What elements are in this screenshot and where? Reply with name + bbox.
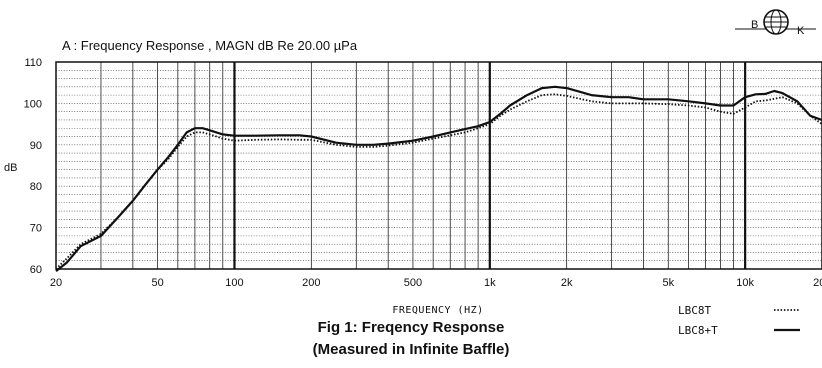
y-tick-label: 90 — [30, 140, 42, 152]
legend-label-lbc8plust: LBC8+T — [678, 324, 718, 337]
x-tick-label: 20k — [813, 277, 822, 289]
y-axis-label: dB — [4, 162, 17, 174]
x-tick-label: 1k — [484, 277, 496, 289]
y-tick-label: 110 — [24, 57, 42, 69]
y-tick-label: 60 — [30, 264, 42, 276]
x-tick-label: 10k — [736, 277, 754, 289]
x-tick-label: 50 — [151, 277, 163, 289]
y-tick-label: 100 — [24, 98, 42, 110]
x-tick-label: 20 — [50, 277, 62, 289]
logo-letter-k: K — [797, 25, 805, 37]
series-layer — [55, 85, 822, 272]
series-line-lbc8t — [55, 93, 822, 270]
grid — [56, 62, 822, 269]
tick-labels: 20 50 100 200 500 1k 2k 5k 10k 20k 60 70 80 90 100 110 — [24, 57, 822, 289]
plot-frame — [55, 61, 822, 270]
x-tick-label: 2k — [561, 277, 573, 289]
y-tick-label: 80 — [30, 181, 42, 193]
figure-caption-line2: (Measured in Infinite Baffle) — [312, 341, 510, 358]
series-line-lbc8plust — [55, 85, 822, 272]
figure-caption-line1: Fig 1: Freqency Response — [317, 319, 505, 336]
legend-label-lbc8t: LBC8T — [678, 304, 711, 317]
x-tick-label: 5k — [662, 277, 674, 289]
bk-logo: B K — [735, 9, 816, 37]
chart-title: A : Frequency Response , MAGN dB Re 20.0… — [62, 38, 358, 53]
logo-letter-b: B — [751, 19, 758, 31]
x-tick-label: 100 — [225, 277, 243, 289]
x-axis-label: FREQUENCY (HZ) — [392, 305, 483, 316]
legend: LBC8T LBC8+T — [678, 304, 800, 337]
x-tick-label: 200 — [302, 277, 320, 289]
x-tick-label: 500 — [404, 277, 422, 289]
y-tick-label: 70 — [30, 223, 42, 235]
